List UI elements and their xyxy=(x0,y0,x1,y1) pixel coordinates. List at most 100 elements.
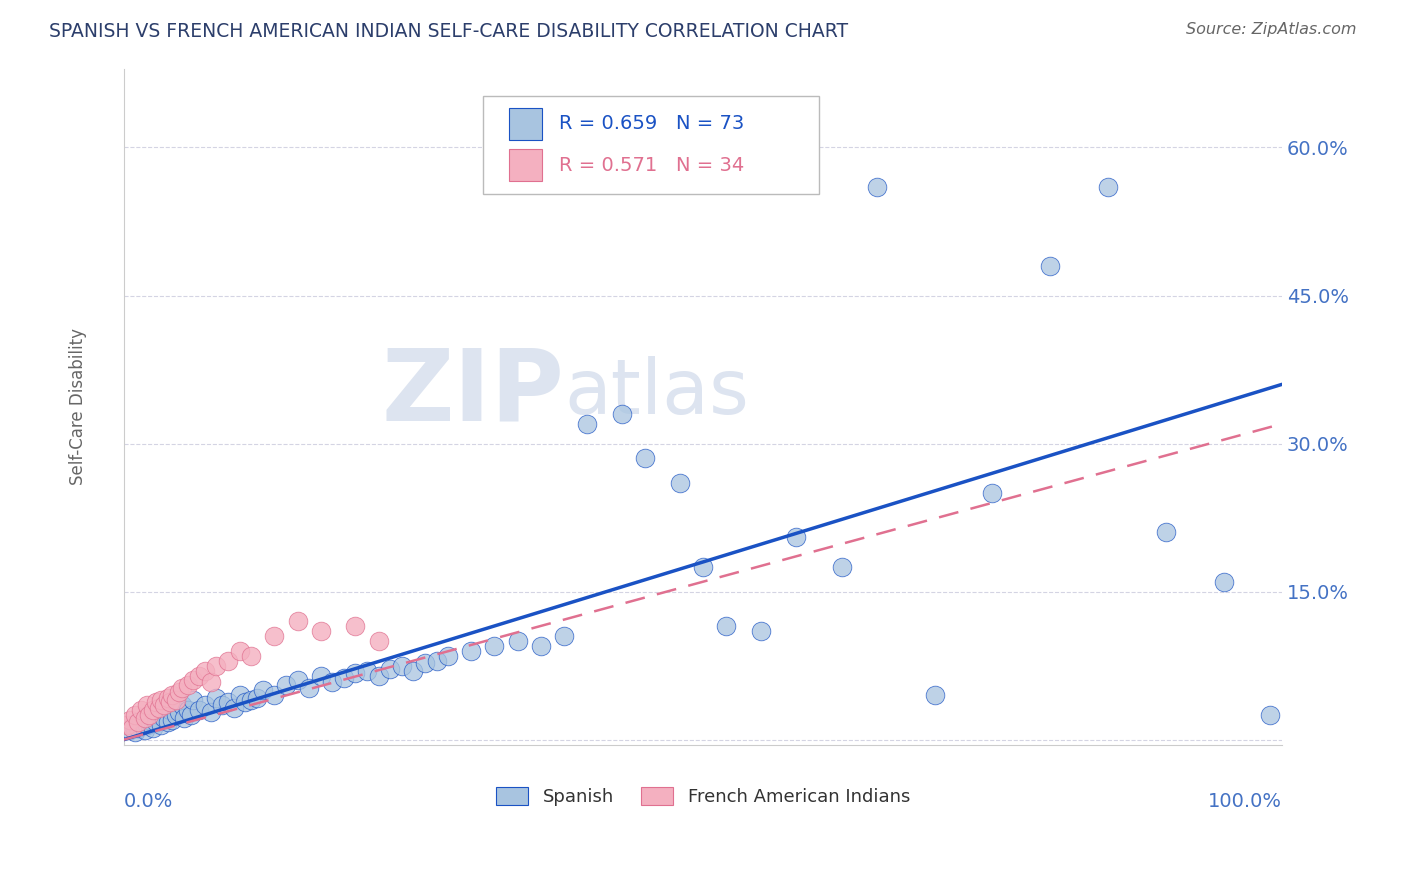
Text: SPANISH VS FRENCH AMERICAN INDIAN SELF-CARE DISABILITY CORRELATION CHART: SPANISH VS FRENCH AMERICAN INDIAN SELF-C… xyxy=(49,22,848,41)
Point xyxy=(138,708,160,723)
Point xyxy=(188,668,211,682)
Point xyxy=(785,530,807,544)
Point xyxy=(118,723,141,737)
Point xyxy=(263,629,285,643)
Point xyxy=(169,685,191,699)
Point xyxy=(576,417,599,431)
Point xyxy=(162,688,184,702)
Point xyxy=(121,721,143,735)
Point xyxy=(149,693,172,707)
Point xyxy=(344,619,367,633)
Point xyxy=(222,701,245,715)
Point xyxy=(134,711,156,725)
Point xyxy=(124,724,146,739)
Text: 0.0%: 0.0% xyxy=(124,792,173,811)
Point xyxy=(159,695,181,709)
Text: ZIP: ZIP xyxy=(381,344,564,442)
Point xyxy=(170,681,193,696)
Point xyxy=(205,691,228,706)
Point xyxy=(217,654,239,668)
Point xyxy=(142,703,165,717)
Point xyxy=(228,688,250,702)
Point xyxy=(413,656,436,670)
Point xyxy=(217,695,239,709)
Point xyxy=(205,658,228,673)
Point xyxy=(148,701,170,715)
Point xyxy=(156,691,179,706)
Point xyxy=(181,693,204,707)
Point xyxy=(148,708,170,723)
Point xyxy=(298,681,321,696)
Point xyxy=(165,708,187,723)
Point xyxy=(367,668,389,682)
Point xyxy=(228,644,250,658)
Point xyxy=(149,718,172,732)
Point xyxy=(129,714,152,729)
Text: R = 0.659   N = 73: R = 0.659 N = 73 xyxy=(560,114,745,133)
Point xyxy=(333,672,356,686)
Text: Self-Care Disability: Self-Care Disability xyxy=(69,328,87,485)
Point xyxy=(136,698,159,712)
Point xyxy=(309,668,332,682)
Point xyxy=(134,723,156,737)
Point xyxy=(749,624,772,639)
Point xyxy=(1039,259,1062,273)
Point xyxy=(170,698,193,712)
Point xyxy=(1097,180,1119,194)
Point xyxy=(309,624,332,639)
Point xyxy=(169,705,191,719)
Point xyxy=(127,721,149,735)
Point xyxy=(506,634,529,648)
Point xyxy=(165,693,187,707)
Point xyxy=(235,695,257,709)
Point xyxy=(180,708,202,723)
Point xyxy=(156,714,179,729)
Point xyxy=(246,691,269,706)
Point xyxy=(321,675,343,690)
Point xyxy=(865,180,887,194)
Point xyxy=(437,648,460,663)
Point xyxy=(117,718,139,732)
Point xyxy=(610,407,633,421)
Point xyxy=(162,713,184,727)
Point xyxy=(200,675,222,690)
Point xyxy=(287,614,309,628)
Point xyxy=(153,711,176,725)
Point xyxy=(425,654,447,668)
Point xyxy=(252,683,274,698)
Point xyxy=(118,713,141,727)
Point xyxy=(194,698,217,712)
Point xyxy=(142,721,165,735)
Point xyxy=(240,693,263,707)
Point xyxy=(380,662,402,676)
Point xyxy=(194,664,217,678)
Point xyxy=(263,688,285,702)
Point xyxy=(356,664,378,678)
Point xyxy=(367,634,389,648)
Point xyxy=(553,629,575,643)
Point xyxy=(391,658,413,673)
Point xyxy=(211,698,233,712)
Point xyxy=(176,703,198,717)
Point xyxy=(530,639,553,653)
FancyBboxPatch shape xyxy=(509,149,541,181)
Point xyxy=(460,644,482,658)
Point xyxy=(181,673,204,688)
Point xyxy=(402,664,425,678)
Point xyxy=(344,665,367,680)
Point xyxy=(714,619,737,633)
Point xyxy=(122,718,145,732)
Point xyxy=(124,708,146,723)
Point xyxy=(1260,708,1282,723)
Point xyxy=(173,711,195,725)
Point xyxy=(200,705,222,719)
Point xyxy=(176,678,198,692)
Point xyxy=(188,703,211,717)
Text: atlas: atlas xyxy=(564,356,749,430)
Point xyxy=(129,703,152,717)
Point xyxy=(981,486,1004,500)
Point xyxy=(287,673,309,688)
Text: Source: ZipAtlas.com: Source: ZipAtlas.com xyxy=(1187,22,1357,37)
Text: 100.0%: 100.0% xyxy=(1208,792,1282,811)
Point xyxy=(668,476,690,491)
